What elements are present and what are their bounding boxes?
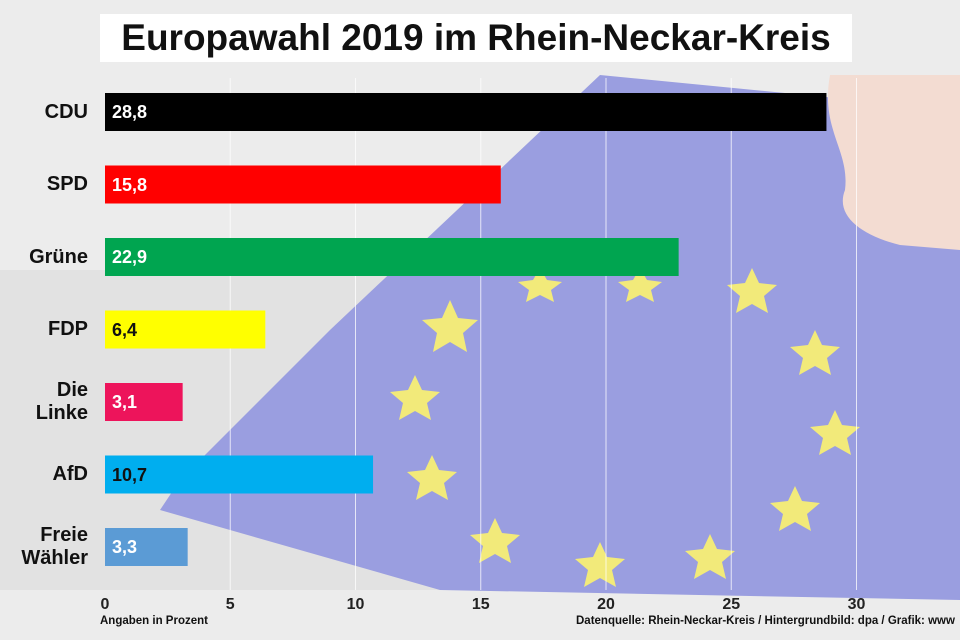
value-label: 15,8: [112, 174, 148, 195]
bar-fdp: [105, 310, 266, 349]
bar-cdu: [105, 93, 827, 131]
category-label: Freie Wähler: [21, 524, 88, 569]
chart-title: Europawahl 2019 im Rhein-Neckar-Kreis: [121, 17, 831, 58]
x-tick-label: 5: [225, 596, 235, 613]
x-tick-label: 15: [471, 596, 490, 613]
bar-grüne: [105, 238, 679, 276]
x-tick-label: 20: [597, 596, 615, 613]
x-tick-label: 25: [722, 596, 741, 613]
category-label: AfD: [52, 463, 88, 485]
bar-spd: [105, 165, 501, 204]
category-label: SPD: [46, 173, 88, 195]
value-label: 6,4: [112, 319, 138, 340]
value-label: 28,8: [112, 102, 148, 122]
category-label: Grüne: [29, 245, 88, 268]
source-note: Datenquelle: Rhein-Neckar-Kreis / Hinter…: [576, 615, 955, 627]
title-box: Europawahl 2019 im Rhein-Neckar-Kreis: [100, 14, 852, 62]
category-label: CDU: [44, 100, 88, 123]
x-tick-label: 30: [847, 596, 866, 613]
value-label: 22,9: [112, 247, 148, 267]
value-label: 3,1: [112, 392, 138, 412]
bar-freie-wähler: [105, 528, 188, 566]
bar-afd: [105, 455, 374, 494]
value-label: 3,3: [112, 537, 138, 557]
category-label: Die Linke: [35, 379, 88, 424]
unit-note: Angaben in Prozent: [100, 615, 208, 627]
bar-die-linke: [105, 383, 183, 421]
x-tick-label: 10: [346, 596, 365, 613]
category-label: FDP: [48, 318, 88, 340]
x-tick-label: 0: [100, 596, 110, 613]
value-label: 10,7: [112, 464, 148, 485]
